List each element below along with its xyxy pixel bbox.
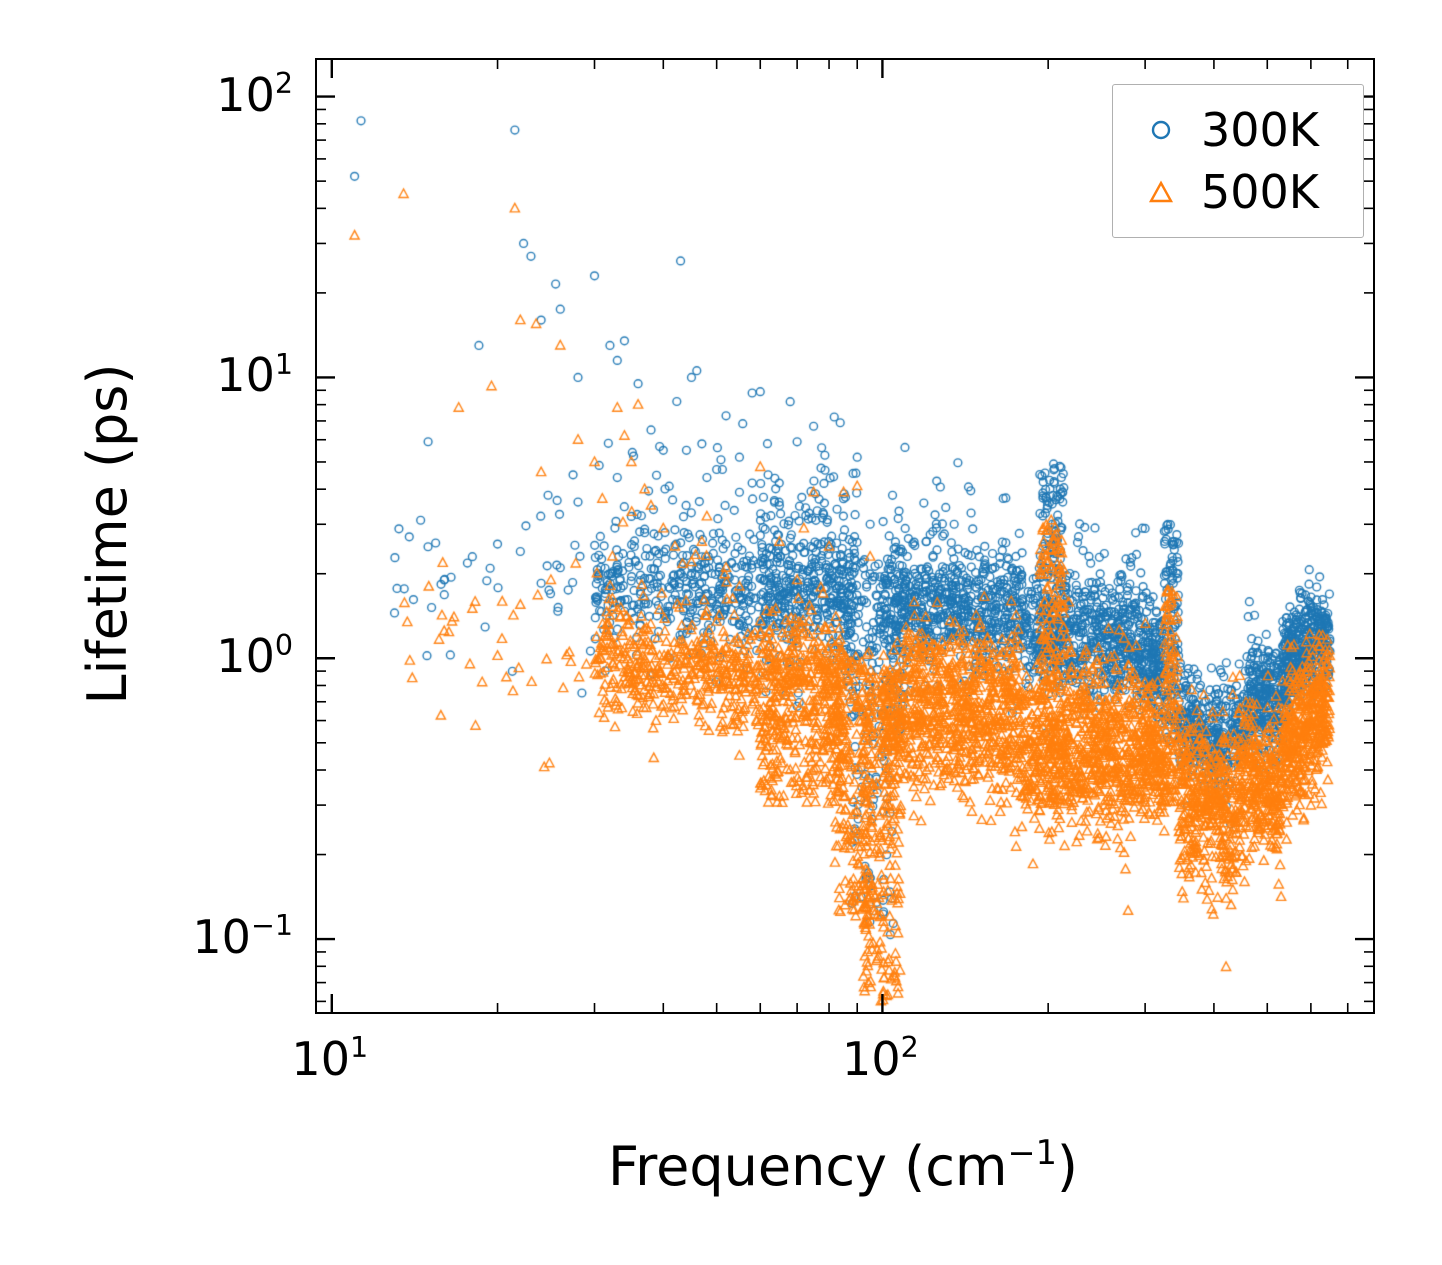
x-axis-title: Frequency (cm−1) <box>608 1136 1078 1194</box>
circle-marker-icon <box>1139 117 1183 143</box>
y-tick-label-1e0: 100 <box>216 628 293 684</box>
x-axis-title-suffix: ) <box>1056 1135 1078 1198</box>
legend-item-500k: 500K <box>1113 161 1363 223</box>
legend-label-500k: 500K <box>1201 165 1319 219</box>
y-tick-label-1e2: 102 <box>216 66 293 122</box>
triangle-marker-icon <box>1139 179 1183 205</box>
legend-label-300k: 300K <box>1201 103 1319 157</box>
legend-item-300k: 300K <box>1113 99 1363 161</box>
y-axis-title: Lifetime (ps) <box>76 363 139 705</box>
y-tick-label-1e1: 101 <box>216 347 293 403</box>
x-tick-label-1e1: 101 <box>291 1031 369 1086</box>
x-axis-title-exponent: −1 <box>1007 1133 1057 1173</box>
x-axis-title-prefix: Frequency (cm <box>608 1135 1008 1198</box>
legend: 300K 500K <box>1112 84 1364 238</box>
y-tick-label-1e−1: 10−1 <box>192 909 293 965</box>
x-tick-label-1e2: 102 <box>842 1031 919 1086</box>
